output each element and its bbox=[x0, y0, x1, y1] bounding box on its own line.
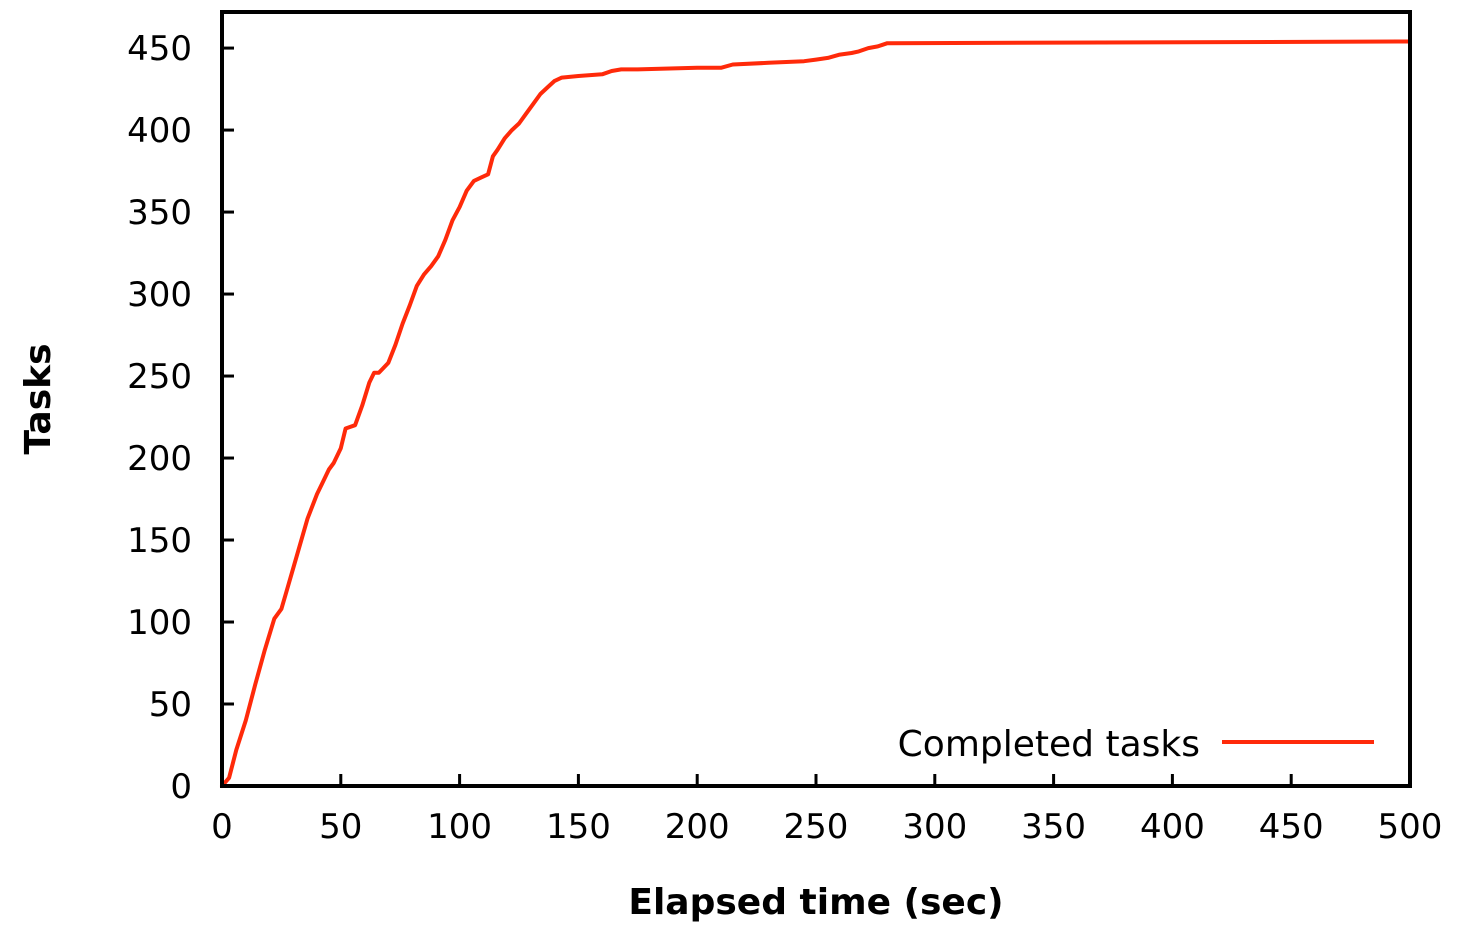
data-point bbox=[636, 67, 640, 71]
y-tick-label: 350 bbox=[127, 193, 192, 233]
x-tick-label: 450 bbox=[1259, 807, 1324, 847]
data-point bbox=[279, 607, 283, 611]
x-tick-label: 200 bbox=[665, 807, 730, 847]
data-point bbox=[422, 272, 426, 276]
x-tick-label: 400 bbox=[1140, 807, 1205, 847]
data-point bbox=[415, 284, 419, 288]
data-point bbox=[429, 264, 433, 268]
data-point bbox=[524, 112, 528, 116]
data-point bbox=[576, 74, 580, 78]
data-point bbox=[850, 51, 854, 55]
data-point bbox=[496, 148, 500, 152]
data-point bbox=[306, 517, 310, 521]
y-tick-label: 250 bbox=[127, 357, 192, 397]
series-layer bbox=[220, 39, 1412, 788]
data-point bbox=[353, 423, 357, 427]
data-point bbox=[503, 136, 507, 140]
data-point bbox=[360, 404, 364, 408]
data-point bbox=[491, 154, 495, 158]
x-tick-label: 100 bbox=[427, 807, 492, 847]
data-point bbox=[465, 189, 469, 193]
data-point bbox=[377, 371, 381, 375]
data-point bbox=[531, 102, 535, 106]
data-point bbox=[339, 446, 343, 450]
data-point bbox=[881, 43, 885, 47]
y-axis-ticks: 0 50 100 150 200 250 300 350 400 450 bbox=[127, 29, 234, 807]
data-point bbox=[838, 53, 842, 57]
data-point bbox=[298, 541, 302, 545]
plot-frame bbox=[220, 10, 1412, 788]
y-tick-label: 0 bbox=[170, 767, 192, 807]
data-point bbox=[857, 49, 861, 53]
data-point bbox=[401, 322, 405, 326]
data-point bbox=[443, 238, 447, 242]
y-tick-label: 100 bbox=[127, 603, 192, 643]
data-point bbox=[719, 66, 723, 70]
x-axis-title: Elapsed time (sec) bbox=[628, 882, 1003, 923]
data-point bbox=[291, 566, 295, 570]
x-tick-label: 50 bbox=[319, 807, 362, 847]
data-point bbox=[320, 482, 324, 486]
data-point bbox=[472, 179, 476, 183]
data-point bbox=[479, 176, 483, 180]
data-point bbox=[560, 76, 564, 80]
data-point bbox=[826, 56, 830, 60]
data-point bbox=[885, 41, 889, 45]
series-points bbox=[220, 40, 1412, 788]
y-tick-label: 400 bbox=[127, 111, 192, 151]
data-point bbox=[332, 461, 336, 465]
x-tick-label: 150 bbox=[546, 807, 611, 847]
x-tick-label: 250 bbox=[784, 807, 849, 847]
data-point bbox=[450, 218, 454, 222]
data-point bbox=[234, 748, 238, 752]
x-tick-label: 0 bbox=[211, 807, 233, 847]
data-point bbox=[393, 343, 397, 347]
data-point bbox=[244, 718, 248, 722]
legend: Completed tasks bbox=[898, 724, 1374, 765]
x-tick-label: 500 bbox=[1378, 807, 1443, 847]
data-point bbox=[866, 46, 870, 50]
data-point bbox=[695, 66, 699, 70]
y-tick-label: 50 bbox=[149, 685, 192, 725]
data-point bbox=[814, 58, 818, 62]
data-point bbox=[408, 304, 412, 308]
data-point bbox=[344, 427, 348, 431]
x-tick-label: 300 bbox=[902, 807, 967, 847]
legend-label: Completed tasks bbox=[898, 724, 1200, 765]
data-point bbox=[546, 85, 550, 89]
data-point bbox=[315, 492, 319, 496]
data-point bbox=[538, 92, 542, 96]
y-axis-title: Tasks bbox=[18, 343, 59, 454]
y-tick-label: 450 bbox=[127, 29, 192, 69]
data-point bbox=[263, 648, 267, 652]
y-tick-label: 300 bbox=[127, 275, 192, 315]
data-point bbox=[553, 79, 557, 83]
data-point bbox=[327, 468, 331, 472]
data-point bbox=[458, 205, 462, 209]
data-point bbox=[284, 591, 288, 594]
data-point bbox=[510, 128, 514, 132]
data-point bbox=[272, 617, 276, 621]
data-point bbox=[436, 254, 440, 258]
series-line-completed-tasks bbox=[220, 39, 1412, 788]
y-tick-label: 150 bbox=[127, 521, 192, 561]
data-point bbox=[802, 59, 806, 63]
y-tick-label: 200 bbox=[127, 439, 192, 479]
data-point bbox=[367, 381, 371, 385]
data-point bbox=[486, 172, 490, 176]
data-point bbox=[372, 371, 376, 375]
data-point bbox=[731, 62, 735, 66]
x-tick-label: 350 bbox=[1021, 807, 1086, 847]
data-point bbox=[386, 361, 390, 365]
data-point bbox=[227, 776, 231, 780]
data-point bbox=[600, 72, 604, 76]
data-point bbox=[876, 44, 880, 48]
data-point bbox=[619, 67, 623, 71]
data-point bbox=[766, 61, 770, 65]
data-point bbox=[610, 69, 614, 73]
data-point bbox=[253, 682, 257, 686]
data-point bbox=[517, 122, 521, 126]
